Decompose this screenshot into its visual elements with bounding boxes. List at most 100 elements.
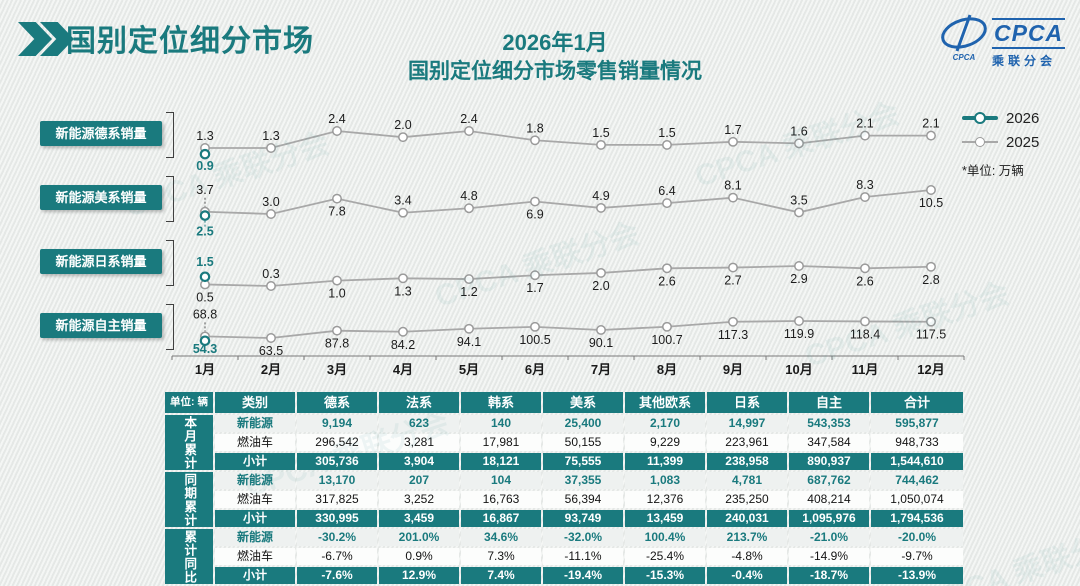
marker-2025-domestic: [266, 333, 276, 343]
marker-2025-domestic: [926, 316, 936, 327]
marker-2025-japanese: [794, 261, 804, 271]
data-label-2025: 10.5: [919, 196, 943, 210]
table-row: 同期累计 新能源 13,170 207 104 37,355 1,083 4,781 687,7…: [165, 472, 963, 527]
cell: -30.2%: [297, 529, 377, 546]
data-label-2025: 1.7: [526, 281, 543, 295]
data-label-2025: 68.8: [193, 307, 217, 321]
table-row: 小计 -7.6% 12.9% 7.4% -19.4% -15.3% -0.4% -18.7% -…: [165, 567, 963, 584]
marker-2025-japanese: [728, 262, 738, 273]
data-label-2026: 1.5: [196, 255, 213, 269]
legend-item-2026: 2026: [962, 106, 1074, 130]
cell: 140: [461, 415, 541, 432]
series-bracket: [166, 176, 174, 222]
marker-2025-german: [728, 136, 738, 147]
marker-2026-domestic: [199, 335, 211, 347]
marker-2025-german: [530, 135, 540, 146]
sales-data-table: 单位: 辆类别 德系 法系 韩系 美系 其他欧系 日系 自主 合计 本月累计 新能源 9,194 62…: [163, 390, 965, 586]
cell: 34.6%: [461, 529, 541, 546]
col-header-法系: 法系: [379, 392, 459, 413]
cell: 1,794,536: [871, 510, 963, 527]
row-label: 小计: [215, 510, 295, 527]
marker-2025-japanese: [464, 274, 474, 285]
cell: 93,749: [543, 510, 623, 527]
marker-2025-domestic: [728, 316, 738, 327]
x-axis-label: 5月: [459, 362, 479, 377]
row-label: 小计: [215, 567, 295, 584]
marker-2025-domestic: [530, 321, 540, 332]
cell: 104: [461, 472, 541, 489]
table-row: 累计同比 新能源 -30.2% 201.0% 34.6% -32.0% 100.4% 213.…: [165, 529, 963, 584]
legend-marker-2025-icon: [962, 130, 998, 154]
marker-2026-american: [199, 210, 211, 221]
row-label: 新能源: [215, 415, 295, 432]
data-label-2025: 119.9: [784, 327, 814, 341]
cell: 13,459: [625, 510, 705, 527]
col-header-合计: 合计: [871, 392, 963, 413]
data-label-2025: 2.9: [790, 272, 807, 286]
marker-2025-german: [464, 126, 474, 136]
series-bracket: [166, 112, 174, 158]
marker-2025-domestic: [332, 325, 342, 336]
data-label-2025: 117.5: [916, 328, 946, 342]
data-label-2026: 0.9: [196, 159, 213, 173]
series-label-button-japanese: 新能源日系销量: [40, 249, 162, 274]
marker-2025-german: [398, 132, 408, 143]
cell: 12.9%: [379, 567, 459, 584]
data-label-2025: 1.2: [460, 285, 477, 299]
cell: 687,762: [789, 472, 869, 489]
cell: 347,584: [789, 434, 869, 451]
data-label-2025: 1.5: [592, 126, 609, 140]
marker-2025-japanese: [662, 263, 672, 274]
marker-2025-japanese: [398, 273, 408, 284]
cell: 223,961: [707, 434, 787, 451]
col-header-美系: 美系: [543, 392, 623, 413]
data-label-2025: 1.3: [196, 129, 213, 143]
cell: 13,170: [297, 472, 377, 489]
table-row: 小计 305,736 3,904 18,121 75,555 11,399 238,958 8…: [165, 453, 963, 470]
cell: 16,763: [461, 491, 541, 508]
data-label-2025: 90.1: [589, 336, 613, 350]
cell: 17,981: [461, 434, 541, 451]
cell: 7.3%: [461, 548, 541, 565]
col-header-日系: 日系: [707, 392, 787, 413]
marker-2025-american: [794, 207, 804, 218]
marker-2025-german: [794, 138, 804, 149]
data-label-2025: 94.1: [457, 335, 481, 349]
marker-2025-japanese: [860, 263, 870, 274]
row-group-label: 累计同比: [165, 529, 213, 584]
cell: 9,194: [297, 415, 377, 432]
cell: 14,997: [707, 415, 787, 432]
data-label-2025: 3.5: [790, 193, 807, 207]
data-label-2025: 7.8: [328, 205, 345, 219]
marker-2025-american: [728, 192, 738, 203]
row-label: 新能源: [215, 529, 295, 546]
marker-2025-domestic: [464, 323, 474, 334]
marker-2025-domestic: [662, 321, 672, 332]
row-label: 燃油车: [215, 491, 295, 508]
cell: 7.4%: [461, 567, 541, 584]
cell: 2,170: [625, 415, 705, 432]
cell: 3,281: [379, 434, 459, 451]
marker-2025-american: [530, 196, 540, 207]
cell: 1,083: [625, 472, 705, 489]
series-label-button-german: 新能源德系销量: [40, 121, 162, 146]
cpca-logo: CPCA CPCA 乘联分会: [936, 12, 1066, 68]
cell: -0.4%: [707, 567, 787, 584]
chart-title-line1: 2026年1月: [502, 30, 608, 55]
data-label-2025: 2.4: [460, 112, 477, 126]
series-bracket: [166, 304, 174, 350]
legend-label-2026: 2026: [1006, 109, 1040, 127]
x-axis-label: 1月: [195, 362, 215, 377]
row-label: 小计: [215, 453, 295, 470]
cell: 408,214: [789, 491, 869, 508]
marker-2025-american: [662, 198, 672, 209]
table-header-row: 单位: 辆类别 德系 法系 韩系 美系 其他欧系 日系 自主 合计: [165, 392, 963, 413]
chart-title: 2026年1月 国别定位细分市场零售销量情况: [330, 28, 780, 86]
marker-2025-american: [926, 185, 936, 195]
cell: 543,353: [789, 415, 869, 432]
cell: 213.7%: [707, 529, 787, 546]
data-label-2025: 0.5: [196, 290, 213, 304]
data-label-2025: 63.5: [259, 344, 283, 358]
marker-2026-german: [199, 148, 211, 160]
x-axis-label: 3月: [327, 362, 347, 377]
